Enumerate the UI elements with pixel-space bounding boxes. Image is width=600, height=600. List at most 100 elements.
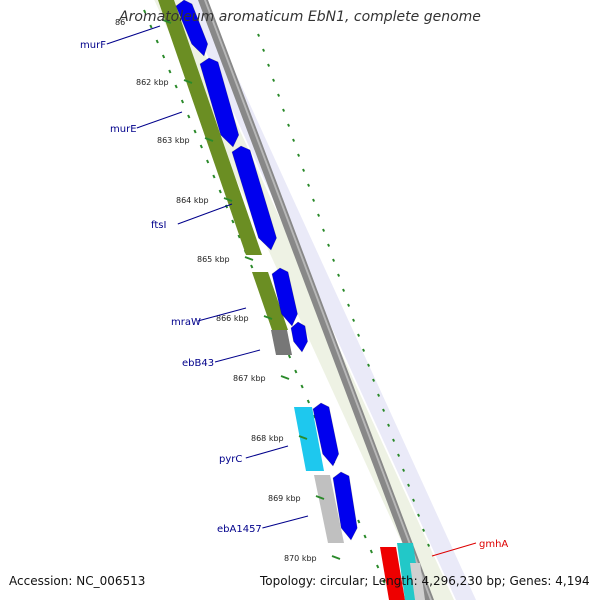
gene-leader-line-mraW	[197, 307, 247, 322]
gene-leader-line-gmhA	[431, 542, 477, 557]
outer-tick-dot	[292, 138, 296, 142]
tick-label-861-kbp: 86	[115, 18, 125, 27]
inner-tick-dot	[206, 159, 210, 164]
outer-tick-dot	[307, 183, 311, 187]
genome-title: Aromatoleum aromaticum EbN1, complete ge…	[119, 9, 481, 25]
outer-tick-dot	[387, 423, 391, 427]
outer-tick-dot	[382, 408, 386, 412]
olive-feature-1	[158, 0, 262, 255]
cds-arrow-ftsI	[231, 145, 277, 251]
outer-tick-dot	[302, 168, 306, 172]
inner-tick-dot	[218, 189, 222, 194]
tick-mark	[244, 256, 254, 261]
inner-tick-dot	[174, 84, 178, 89]
gene-label-ebB43: ebB43	[182, 358, 214, 369]
tick-mark	[183, 79, 193, 84]
outer-tick-dot	[317, 213, 321, 217]
outer-tick-dot	[372, 378, 376, 382]
inner-tick-dot	[300, 384, 304, 389]
inner-tick-dot	[187, 114, 191, 119]
features-layer	[158, 0, 425, 600]
outer-tick-dot	[407, 483, 411, 487]
tick-mark	[280, 375, 290, 380]
inner-tick-dot	[287, 354, 292, 359]
outer-tick-dot	[362, 348, 366, 352]
pyrC-feature	[294, 407, 324, 471]
inner-tick-dot	[155, 39, 159, 44]
outer-tick-dot	[347, 303, 351, 307]
light-gray-feature	[314, 475, 344, 543]
inner-tick-dot	[369, 549, 373, 554]
outer-tick-dot	[427, 543, 431, 547]
cds-arrow-pyrC	[312, 402, 340, 467]
inner-tick-dot	[250, 264, 254, 269]
outer-tick-dot	[322, 228, 326, 232]
inner-tick-dot	[237, 234, 241, 239]
inner-tick-dot	[382, 579, 386, 584]
olive-feature-2	[252, 272, 288, 330]
backbone-highlight	[204, 0, 432, 600]
gene-label-mraW: mraW	[171, 317, 201, 328]
labels-layer: 86 862 kbp 863 kbp 864 kbp 865 kbp 866 kbp 867…	[80, 18, 508, 563]
gray-feature	[271, 330, 292, 355]
outer-tick-dot	[327, 243, 331, 247]
gene-label-gmhA: gmhA	[479, 539, 508, 550]
tick-label-868-kbp: 868 kbp	[251, 434, 284, 443]
backbone-line	[198, 0, 434, 600]
topology-text: Topology: circular; Length: 4,296,230 bp…	[260, 574, 590, 588]
outer-tick-dot	[262, 48, 266, 52]
inner-tick-dot	[161, 54, 166, 59]
inner-tick-dot	[180, 99, 185, 104]
outer-tick-dot	[272, 78, 276, 82]
tick-mark	[331, 555, 341, 560]
gmhA-gray-feature	[410, 563, 425, 600]
inner-tick-dot	[168, 69, 172, 74]
outer-tick-dot	[412, 498, 416, 502]
cds-arrow-ebA1457	[332, 471, 358, 541]
outer-tick-dot	[277, 93, 281, 97]
outer-tick-dot	[422, 528, 426, 532]
outer-tick-dot	[337, 273, 341, 277]
gene-label-murE: murE	[110, 124, 137, 135]
tick-label-862-kbp: 862 kbp	[136, 78, 169, 87]
outer-tick-dot	[312, 198, 316, 202]
tick-mark	[223, 197, 233, 202]
outer-tick-dot	[297, 153, 301, 157]
backbone-layer	[198, 0, 434, 600]
gene-label-ftsI: ftsI	[151, 220, 166, 231]
outer-tick-dot	[257, 33, 261, 37]
cds-arrow-murF	[175, 0, 209, 57]
outer-tick-dot	[287, 123, 291, 127]
tick-label-863-kbp: 863 kbp	[157, 136, 190, 145]
tick-label-867-kbp: 867 kbp	[233, 374, 266, 383]
gene-leader-line-murE	[136, 111, 183, 129]
inner-tick-dot	[149, 24, 153, 29]
outer-tick-dot	[267, 63, 271, 67]
cds-arrow-mraW	[271, 267, 298, 327]
inner-tick-dot	[193, 129, 197, 134]
inner-tick-dot	[306, 399, 310, 404]
forward-track-band	[154, 0, 454, 600]
outer-tick-dot	[377, 393, 381, 397]
accession-text: Accession: NC_006513	[9, 574, 146, 588]
outer-tick-dot	[357, 333, 361, 337]
gene-label-ebA1457: ebA1457	[217, 524, 262, 535]
inner-tick-dot	[357, 519, 361, 524]
tick-label-864-kbp: 864 kbp	[176, 196, 209, 205]
gene-leader-line-ebA1457	[262, 515, 309, 529]
outer-tick-dot	[342, 288, 346, 292]
tick-mark	[263, 315, 273, 320]
tick-label-870-kbp: 870 kbp	[284, 554, 317, 563]
inner-tick-dot	[231, 219, 235, 224]
outer-tick-dot	[417, 513, 421, 517]
inner-tick-dot	[199, 144, 203, 149]
gene-leader-line-ftsI	[177, 203, 233, 225]
tick-label-866-kbp: 866 kbp	[216, 314, 249, 323]
gene-leader-line-pyrC	[245, 445, 289, 459]
tick-mark	[315, 495, 325, 500]
cds-arrow-murE	[199, 57, 240, 148]
outer-tick-dot	[367, 363, 371, 367]
gene-leader-line-ebB43	[214, 349, 261, 363]
inner-tick-dot	[376, 564, 380, 569]
